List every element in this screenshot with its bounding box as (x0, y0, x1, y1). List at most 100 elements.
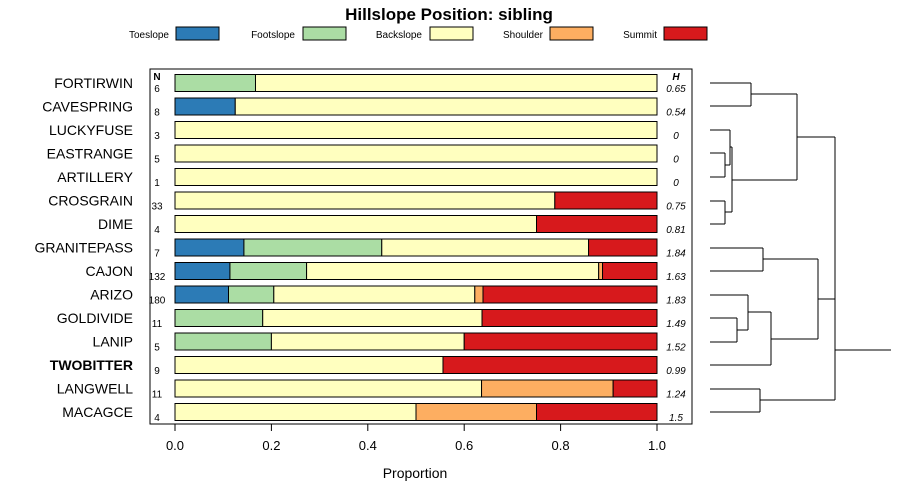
bar-segment (174, 97, 236, 116)
legend-label: Backslope (376, 30, 423, 41)
bar-segment (442, 356, 658, 374)
dendrogram (710, 82, 891, 413)
row-label: FORTIRWIN (54, 75, 133, 91)
row-h-value: 1.52 (666, 343, 686, 354)
row-label: LANGWELL (57, 381, 133, 397)
dendrogram-branch (710, 388, 835, 413)
bar-segment (306, 262, 600, 280)
row-h-value: 1.49 (666, 319, 686, 330)
bar-row: MACAGCE 4 1.5 (62, 403, 683, 424)
bar-segment (174, 168, 658, 186)
bar-segment (174, 215, 537, 233)
row-h-value: 0 (673, 131, 679, 142)
x-tick-label: 0.6 (455, 438, 473, 453)
bar-segment (554, 191, 658, 210)
x-axis: 0.0 0.2 0.4 0.6 0.8 1.0 (166, 424, 666, 453)
row-label: EASTRANGE (47, 146, 133, 162)
bar-row: LUCKYFUSE 3 0 (49, 121, 679, 142)
row-label: ARIZO (90, 287, 133, 303)
h-column-header: H (672, 72, 680, 83)
bar-row: GRANITEPASS 7 1.84 (34, 238, 686, 260)
row-h-value: 1.24 (666, 390, 686, 401)
bar-segment (174, 144, 658, 163)
row-h-value: 0.54 (666, 108, 686, 119)
bar-row: EASTRANGE 5 0 (47, 144, 679, 166)
row-n-value: 33 (151, 202, 163, 213)
dendrogram-branch (710, 294, 771, 343)
bar-segment (482, 285, 658, 304)
x-tick-label: 1.0 (648, 438, 666, 453)
row-n-value: 5 (154, 155, 160, 166)
row-label: TWOBITTER (50, 357, 133, 373)
bar-segment (270, 332, 465, 351)
x-tick-label: 0.2 (262, 438, 280, 453)
dendrogram-branch (710, 200, 732, 225)
bar-row: GOLDIVIDE 11 1.49 (57, 309, 686, 330)
row-h-value: 1.63 (666, 272, 686, 283)
bar-segment (243, 238, 383, 257)
bar-segment (174, 121, 658, 139)
bar-rows: FORTIRWIN 6 0.65 CAVESPRING 8 0.54 LUCKYFUSE 3 0… (34, 74, 686, 424)
row-label: CAVESPRING (42, 99, 133, 115)
bar-row: CAVESPRING 8 0.54 (42, 97, 686, 119)
x-axis-label: Proportion (383, 465, 448, 481)
row-n-value: 11 (152, 319, 163, 330)
row-n-value: 8 (154, 108, 160, 119)
row-n-value: 4 (154, 413, 160, 424)
row-n-value: 3 (154, 131, 160, 142)
legend-swatch (549, 26, 594, 41)
bar-segment (474, 285, 484, 304)
bar-segment (229, 262, 308, 280)
dendrogram-branch (710, 129, 732, 178)
row-label: CAJON (86, 263, 133, 279)
bar-segment (174, 191, 556, 210)
row-n-value: 7 (154, 249, 160, 260)
row-h-value: 0 (673, 178, 679, 189)
dendrogram-branch (710, 259, 835, 366)
bar-segment (536, 215, 658, 233)
dendrogram-branch (834, 137, 891, 400)
bar-segment (174, 356, 444, 374)
row-n-value: 180 (149, 296, 166, 307)
row-label: DIME (98, 216, 133, 232)
bar-segment (262, 309, 483, 327)
chart-title: Hillslope Position: sibling (345, 5, 553, 24)
bar-row: FORTIRWIN 6 0.65 (54, 74, 686, 95)
bar-segment (174, 238, 245, 257)
legend-swatch (302, 26, 347, 41)
row-h-value: 0 (673, 155, 679, 166)
bar-segment (481, 309, 658, 327)
legend-label: Shoulder (503, 30, 544, 41)
row-label: GRANITEPASS (34, 240, 133, 256)
bar-segment (536, 403, 658, 421)
x-tick-label: 0.4 (359, 438, 377, 453)
bar-segment (588, 238, 658, 257)
bar-segment (234, 97, 658, 116)
bar-row: ARIZO 180 1.83 (90, 285, 686, 307)
row-h-value: 1.84 (666, 249, 686, 260)
legend-label: Summit (623, 30, 657, 41)
bar-row: DIME 4 0.81 (98, 215, 686, 236)
bar-row: LANGWELL 11 1.24 (57, 379, 686, 401)
row-n-value: 11 (152, 390, 163, 401)
dendrogram-branch (731, 94, 835, 212)
dendrogram-branch (710, 82, 797, 107)
row-n-value: 132 (149, 272, 166, 283)
bar-segment (174, 403, 417, 421)
row-label: LANIP (93, 334, 133, 350)
bar-segment (415, 403, 537, 421)
bar-segment (612, 379, 658, 398)
bar-row: TWOBITTER 9 0.99 (50, 356, 686, 377)
row-label: GOLDIVIDE (57, 310, 133, 326)
plot-frame (149, 68, 693, 425)
legend-label: Footslope (251, 30, 295, 41)
row-h-value: 1.5 (669, 413, 683, 424)
bar-row: CROSGRAIN 33 0.75 (48, 191, 686, 213)
x-tick-label: 0.0 (166, 438, 184, 453)
legend-swatch (429, 26, 474, 41)
bar-segment (598, 262, 604, 280)
legend-swatch (663, 26, 708, 41)
dendrogram-branch (710, 247, 818, 272)
row-n-value: 6 (154, 84, 160, 95)
bar-segment (174, 262, 231, 280)
